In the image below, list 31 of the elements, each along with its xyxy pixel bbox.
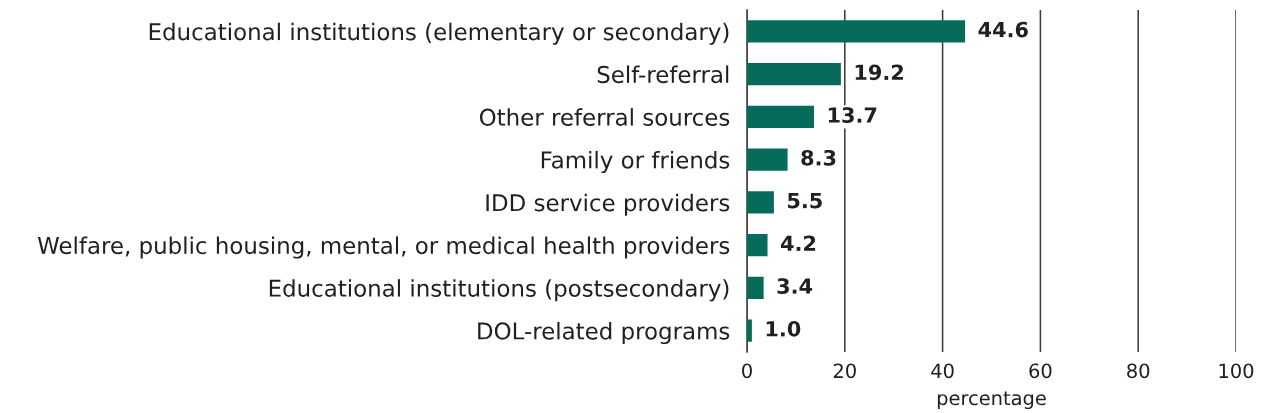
y-tick-label: IDD service providers — [486, 193, 730, 216]
y-tick-label: Educational institutions (elementary or secondary) — [149, 22, 729, 45]
bar — [747, 63, 841, 86]
data-label: 13.7 — [828, 107, 877, 123]
data-label: 4.2 — [780, 235, 816, 251]
data-label: 5.5 — [788, 192, 822, 209]
x-tick-label: 60 — [1029, 363, 1052, 379]
data-label: 8.3 — [801, 149, 836, 166]
x-tick-label: 100 — [1219, 363, 1254, 379]
x-tick-label: 80 — [1127, 363, 1150, 379]
bar — [747, 191, 774, 214]
data-label: 1.0 — [766, 320, 801, 337]
bar — [747, 20, 966, 43]
bar — [747, 148, 788, 171]
data-label: 19.2 — [855, 64, 903, 81]
y-tick-label: Family or friends — [541, 150, 730, 174]
x-tick-label: 20 — [833, 363, 856, 379]
x-tick-label: 0 — [742, 363, 752, 379]
bar — [747, 276, 764, 299]
x-tick-label: 40 — [931, 363, 954, 379]
bar — [747, 319, 752, 342]
y-tick-label: Other referral sources — [479, 108, 730, 126]
data-label: 3.4 — [777, 278, 813, 294]
bar — [747, 234, 768, 257]
y-tick-label: Self-referral — [597, 65, 729, 84]
y-tick-label: Welfare, public housing, mental, or medical health providers — [37, 236, 730, 259]
y-tick-label: DOL-related programs — [478, 321, 730, 345]
data-label: 44.6 — [978, 21, 1028, 38]
bar — [747, 105, 814, 128]
x-axis-title: percentage — [937, 391, 1046, 410]
y-tick-label: Educational institutions (postsecondary) — [269, 279, 729, 302]
